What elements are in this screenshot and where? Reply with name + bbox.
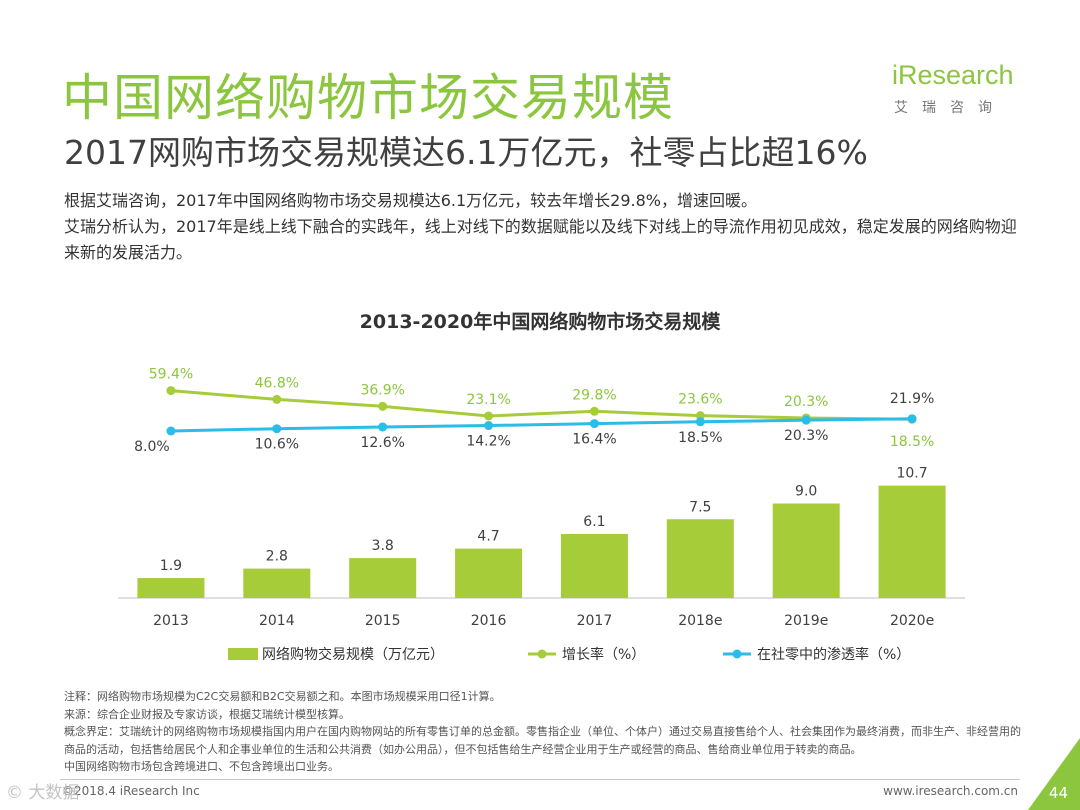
bar — [137, 578, 205, 598]
footer-copyright: ©2018.4 iResearch Inc — [62, 784, 200, 798]
legend-bar-swatch — [228, 648, 258, 660]
x-tick-label: 2014 — [259, 613, 295, 629]
penetration-rate-label: 21.9% — [890, 391, 934, 407]
growth-rate-point — [378, 401, 388, 411]
iresearch-logo: iResearch 艾瑞咨询 — [892, 60, 1032, 122]
legend-penetration-marker — [732, 649, 742, 659]
bar — [772, 503, 840, 598]
bar-value-label: 4.7 — [477, 529, 499, 545]
growth-rate-label: 46.8% — [255, 375, 299, 391]
page-corner-triangle — [1028, 738, 1080, 810]
bar — [243, 568, 311, 598]
penetration-rate-point — [907, 414, 917, 424]
penetration-rate-label: 16.4% — [572, 432, 616, 448]
bar — [560, 533, 628, 598]
penetration-rate-point — [272, 424, 282, 434]
logo-wordmark: iResearch — [892, 60, 1014, 90]
summary-line-1: 根据艾瑞咨询，2017年中国网络购物市场交易规模达6.1万亿元，较去年增长29.… — [64, 191, 757, 210]
bar-value-label: 2.8 — [266, 549, 288, 565]
bar-value-label: 10.7 — [896, 466, 927, 482]
penetration-rate-point — [801, 415, 811, 425]
growth-rate-point — [484, 411, 494, 421]
growth-rate-point — [589, 406, 599, 416]
note-concept: 概念界定：艾瑞统计的网络购物市场规模指国内用户在国内购物网站的所有零售订单的总金… — [64, 725, 1021, 756]
x-tick-label: 2013 — [153, 613, 189, 629]
penetration-rate-label: 14.2% — [466, 434, 510, 450]
growth-rate-label: 23.6% — [678, 392, 722, 408]
x-tick-label: 2018e — [678, 613, 722, 629]
page-title: 中国网络购物市场交易规模 — [62, 69, 674, 127]
x-tick-label: 2016 — [471, 613, 507, 629]
bar — [666, 519, 734, 598]
page-number: 44 — [1048, 784, 1068, 802]
footer-divider — [60, 779, 1020, 780]
legend-bar-label: 网络购物交易规模（万亿元） — [262, 646, 444, 663]
bar-value-label: 1.9 — [160, 558, 182, 574]
penetration-rate-label: 10.6% — [255, 437, 299, 453]
penetration-rate-label: 8.0% — [134, 439, 170, 455]
penetration-rate-point — [589, 419, 599, 429]
bar — [878, 485, 946, 598]
bar-value-label: 3.8 — [372, 538, 394, 554]
note-definition: 注释：网络购物市场规模为C2C交易额和B2C交易额之和。本图市场规模采用口径1计… — [64, 690, 501, 703]
penetration-rate-label: 20.3% — [784, 428, 828, 444]
growth-rate-label: 20.3% — [784, 394, 828, 410]
growth-rate-point — [166, 386, 176, 396]
bar — [349, 558, 417, 598]
logo-chinese-name: 艾瑞咨询 — [894, 100, 1006, 116]
bar-value-label: 6.1 — [583, 514, 605, 530]
growth-rate-label: 18.5% — [890, 434, 934, 450]
bar-value-label: 9.0 — [795, 484, 817, 500]
x-tick-label: 2020e — [890, 613, 934, 629]
page-subtitle: 2017网购市场交易规模达6.1万亿元，社零占比超16% — [64, 133, 868, 172]
chart-title: 2013-2020年中国网络购物市场交易规模 — [359, 311, 721, 333]
x-tick-label: 2017 — [577, 613, 613, 629]
summary-text: 根据艾瑞咨询，2017年中国网络购物市场交易规模达6.1万亿元，较去年增长29.… — [64, 188, 1029, 266]
legend-growth-label: 增长率（%） — [562, 646, 645, 663]
growth-rate-label: 23.1% — [466, 392, 510, 408]
legend-growth-marker — [537, 649, 547, 659]
x-tick-label: 2015 — [365, 613, 401, 629]
penetration-rate-line — [170, 417, 913, 433]
bar-value-label: 7.5 — [689, 499, 711, 515]
growth-rate-line — [170, 389, 913, 421]
growth-rate-label: 36.9% — [360, 382, 404, 398]
summary-line-2: 艾瑞分析认为，2017年是线上线下融合的实践年，线上对线下的数据赋能以及线下对线… — [64, 217, 1017, 262]
x-tick-label: 2019e — [784, 613, 828, 629]
penetration-rate-point — [695, 417, 705, 427]
bar — [455, 548, 523, 598]
note-source: 来源：综合企业财报及专家访谈，根据艾瑞统计模型核算。 — [64, 707, 350, 721]
legend-penetration-label: 在社零中的渗透率（%） — [757, 646, 910, 663]
penetration-rate-point — [378, 422, 388, 432]
note-scope: 中国网络购物市场包含跨境进口、不包含跨境出口业务。 — [64, 760, 339, 773]
market-size-chart: 1.9 2013 2.8 2014 3.8 2015 4.7 2016 6.1 2017 7.5 20… — [118, 367, 965, 663]
growth-rate-point — [272, 394, 282, 404]
penetration-rate-point — [484, 421, 494, 431]
growth-rate-label: 59.4% — [149, 367, 193, 383]
penetration-rate-point — [166, 426, 176, 436]
watermark: © 大数据 — [6, 783, 80, 803]
penetration-rate-label: 18.5% — [678, 430, 722, 446]
growth-rate-label: 29.8% — [572, 387, 616, 403]
notes: 注释：网络购物市场规模为C2C交易额和B2C交易额之和。本图市场规模采用口径1计… — [64, 688, 1024, 776]
penetration-rate-label: 12.6% — [360, 435, 404, 451]
footer-website: www.iresearch.com.cn — [883, 784, 1018, 798]
